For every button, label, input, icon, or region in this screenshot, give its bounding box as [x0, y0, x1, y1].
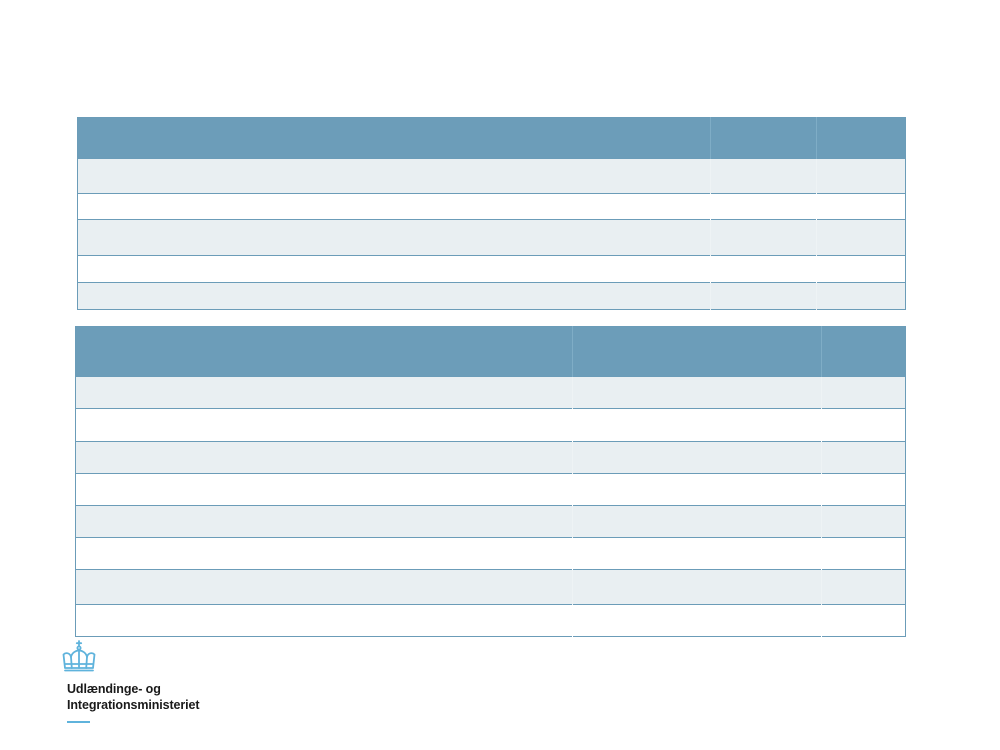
- table-cell: [710, 255, 817, 283]
- table-cell: [821, 376, 906, 409]
- accent-divider: [67, 721, 90, 723]
- table-row: [75, 505, 906, 538]
- organization-name-line1: Udlændinge- og: [67, 682, 161, 696]
- table-cell: [572, 441, 822, 474]
- table-cell: [75, 473, 573, 506]
- table-row: [75, 473, 906, 506]
- table-cell: [75, 604, 573, 637]
- table-row: [75, 537, 906, 570]
- table-row: [77, 219, 906, 256]
- table-row: [77, 158, 906, 194]
- table-cell: [77, 219, 711, 256]
- table-cell: [821, 408, 906, 442]
- table-cell: [710, 219, 817, 256]
- crown-icon: [60, 640, 98, 672]
- table-cell: [75, 441, 573, 474]
- table-cell: [77, 282, 711, 310]
- table-header-row: [77, 117, 906, 159]
- table-cell: [710, 282, 817, 310]
- table-row: [75, 604, 906, 637]
- table-row: [77, 282, 906, 310]
- table-2: [75, 326, 906, 637]
- table-cell: [572, 505, 822, 538]
- table-header-cell: [710, 117, 817, 159]
- table-1: [77, 117, 906, 310]
- table-cell: [572, 376, 822, 409]
- table-cell: [710, 158, 817, 194]
- table-cell: [821, 604, 906, 637]
- table-cell: [816, 193, 906, 220]
- table-cell: [572, 408, 822, 442]
- table-header-cell: [572, 326, 822, 377]
- table-cell: [816, 282, 906, 310]
- table-header-row: [75, 326, 906, 377]
- table-row: [75, 408, 906, 442]
- table-cell: [77, 255, 711, 283]
- table-cell: [821, 537, 906, 570]
- table-header-cell: [821, 326, 906, 377]
- table-cell: [572, 569, 822, 605]
- table-cell: [821, 473, 906, 506]
- table-row: [75, 569, 906, 605]
- table-cell: [75, 505, 573, 538]
- table-cell: [77, 158, 711, 194]
- table-header-cell: [75, 326, 573, 377]
- table-row: [75, 376, 906, 409]
- table-cell: [821, 505, 906, 538]
- table-cell: [816, 255, 906, 283]
- table-header-cell: [77, 117, 711, 159]
- table-row: [77, 255, 906, 283]
- table-cell: [77, 193, 711, 220]
- organization-name: Udlændinge- og Integrationsministeriet: [67, 681, 200, 713]
- table-cell: [75, 569, 573, 605]
- table-cell: [572, 473, 822, 506]
- table-cell: [816, 219, 906, 256]
- table-row: [75, 441, 906, 474]
- table-cell: [75, 408, 573, 442]
- table-cell: [821, 569, 906, 605]
- table-header-cell: [816, 117, 906, 159]
- table-cell: [75, 537, 573, 570]
- table-cell: [572, 537, 822, 570]
- table-cell: [710, 193, 817, 220]
- table-cell: [75, 376, 573, 409]
- table-cell: [816, 158, 906, 194]
- table-cell: [821, 441, 906, 474]
- table-row: [77, 193, 906, 220]
- table-cell: [572, 604, 822, 637]
- organization-name-line2: Integrationsministeriet: [67, 698, 200, 712]
